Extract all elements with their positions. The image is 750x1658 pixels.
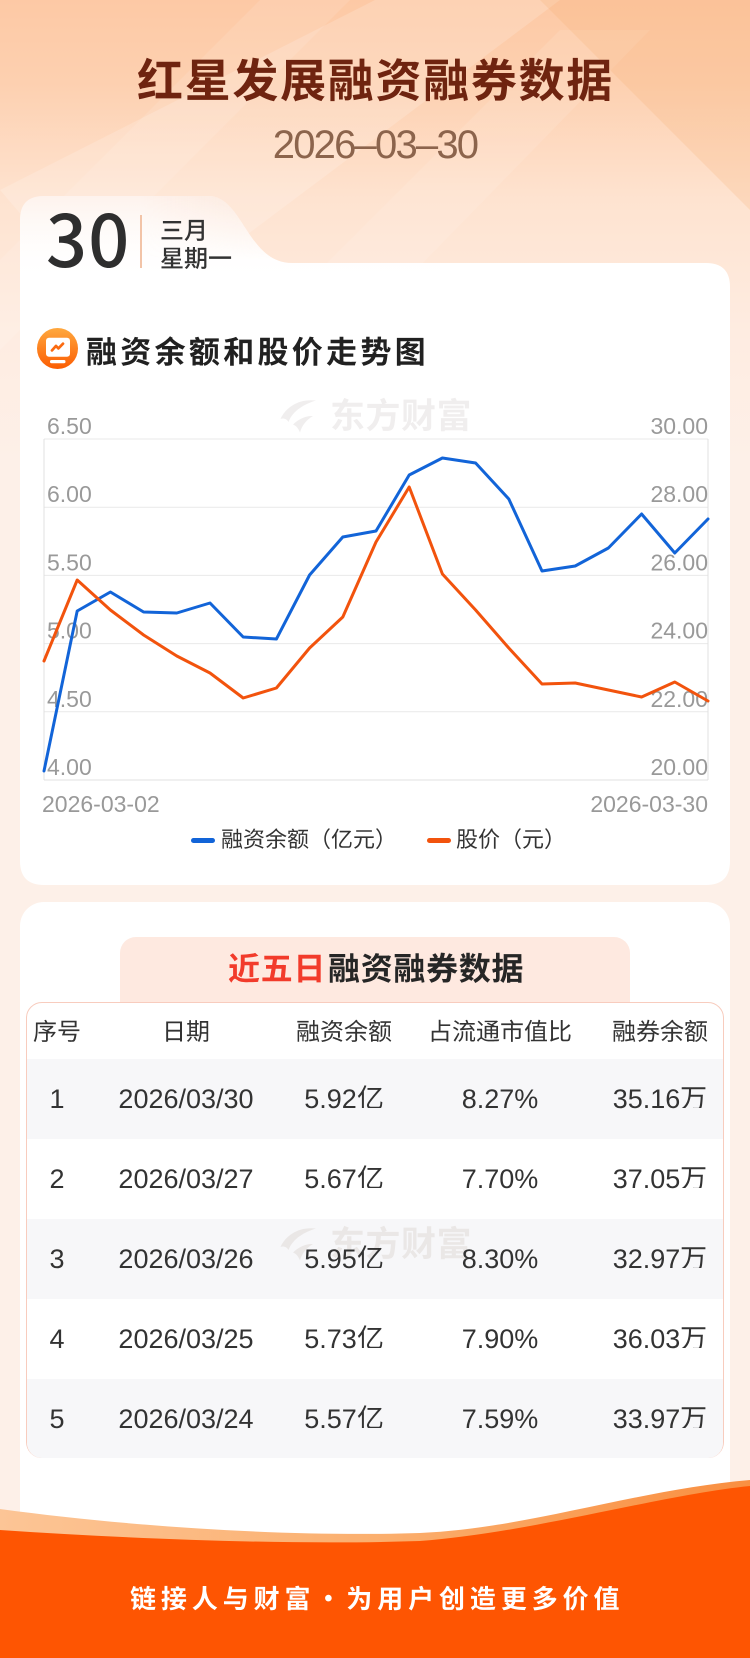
svg-text:4.00: 4.00 xyxy=(47,754,92,780)
svg-text:24.00: 24.00 xyxy=(650,618,708,644)
svg-text:2026-03-30: 2026-03-30 xyxy=(590,791,708,817)
svg-text:6.50: 6.50 xyxy=(47,413,92,439)
svg-text:4.50: 4.50 xyxy=(47,686,92,712)
svg-text:5.50: 5.50 xyxy=(47,549,92,575)
svg-text:30.00: 30.00 xyxy=(650,413,708,439)
svg-text:20.00: 20.00 xyxy=(650,754,708,780)
svg-text:2026-03-02: 2026-03-02 xyxy=(42,791,160,817)
svg-text:28.00: 28.00 xyxy=(650,481,708,507)
svg-text:6.00: 6.00 xyxy=(47,481,92,507)
svg-text:26.00: 26.00 xyxy=(650,549,708,575)
